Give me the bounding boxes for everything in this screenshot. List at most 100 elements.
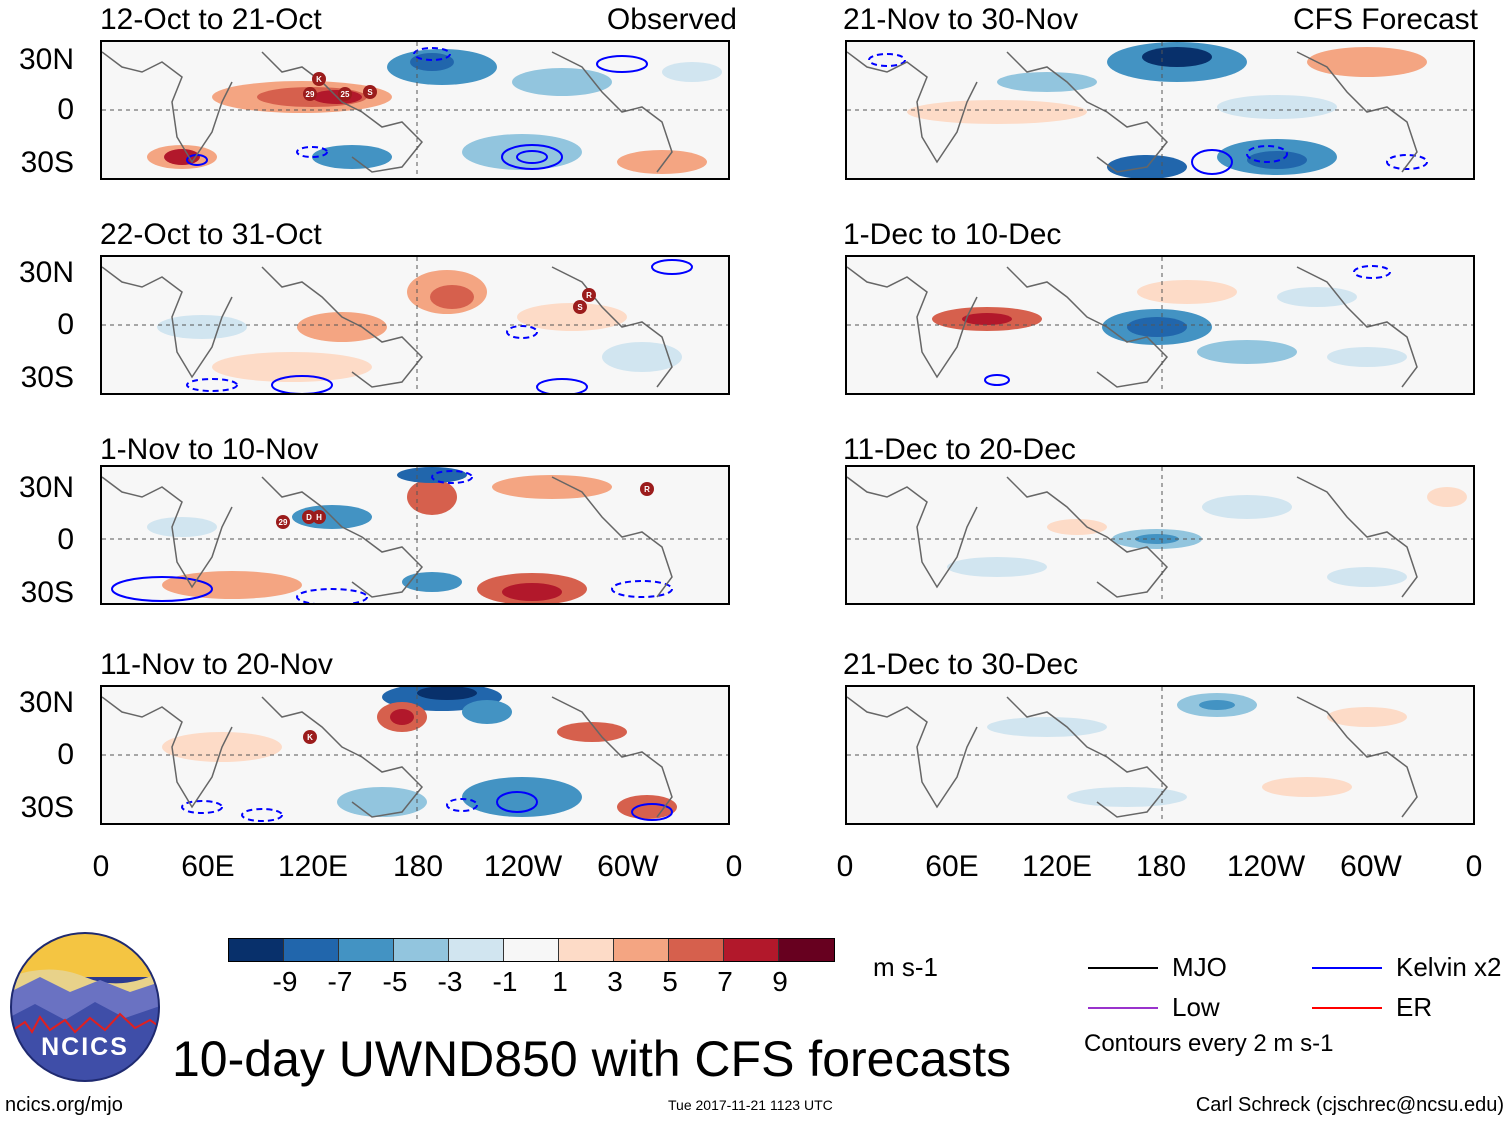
lat-label: 0 [57, 93, 74, 126]
lat-label: 30N [18, 471, 74, 504]
map-panel-obs-3: 29 D H R [100, 465, 730, 605]
footer-author[interactable]: Carl Schreck (cjschrec@ncsu.edu) [1195, 1094, 1504, 1116]
colorbar-swatch [229, 939, 284, 961]
panel-title: 21-Dec to 30-Dec [843, 648, 1079, 681]
storm-markers: K [303, 730, 317, 744]
lon-label: 60W [597, 850, 659, 883]
lat-label: 30S [20, 361, 74, 394]
legend-item-mjo: MJO [1088, 952, 1227, 983]
panel-title: 11-Nov to 20-Nov [100, 648, 333, 681]
lat-label: 30S [20, 576, 74, 609]
svg-text:29: 29 [279, 518, 288, 527]
colorbar-tick: 7 [717, 966, 733, 997]
wind-anomaly-fill [157, 270, 682, 382]
legend-item-kelvin: Kelvin x2 [1312, 952, 1502, 983]
kelvin-contours [186, 259, 693, 393]
kelvin-contours [186, 47, 648, 170]
legend-label: ER [1396, 992, 1433, 1022]
colorbar-swatch [504, 939, 559, 961]
lon-label: 0 [725, 850, 743, 883]
panel-title: 12-Oct to 21-Oct [100, 3, 322, 36]
kelvin-contours [181, 791, 673, 822]
colorbar-swatch [724, 939, 779, 961]
map-panel-obs-1: K 29 25 S [100, 40, 730, 180]
colorbar-tick: 9 [772, 966, 788, 997]
observed-label: Observed [606, 3, 737, 36]
coastlines [847, 476, 1418, 598]
svg-text:R: R [586, 291, 592, 300]
colorbar [228, 938, 835, 962]
panel-title: 1-Nov to 10-Nov [100, 433, 319, 466]
contours-note: Contours every 2 m s-1 [1084, 1030, 1334, 1057]
legend-label: Kelvin x2 [1396, 952, 1502, 982]
colorbar-units: m s-1 [873, 952, 938, 982]
colorbar-swatch [449, 939, 504, 961]
svg-text:H: H [316, 513, 322, 522]
lat-label: 30S [20, 146, 74, 179]
lon-label: 0 [92, 850, 110, 883]
legend-line [1088, 1006, 1158, 1009]
colorbar-tick: 3 [607, 966, 623, 997]
legend-line [1312, 966, 1382, 969]
storm-markers: R S [573, 288, 596, 314]
lon-label: 180 [1135, 850, 1187, 883]
footer-url[interactable]: ncics.org/mjo [5, 1094, 123, 1116]
colorbar-tick: 1 [552, 966, 568, 997]
lon-label: 60E [925, 850, 979, 883]
map-panel-fc-1 [845, 40, 1475, 180]
colorbar-swatch [779, 939, 834, 961]
svg-text:R: R [644, 485, 650, 494]
lon-label: 120W [483, 850, 563, 883]
lon-label: 60E [181, 850, 235, 883]
svg-text:K: K [316, 75, 322, 84]
storm-markers: 29 D H R [276, 482, 654, 529]
legend-item-er: ER [1312, 992, 1432, 1023]
colorbar-swatch [284, 939, 339, 961]
legend-item-low: Low [1088, 992, 1220, 1023]
lon-label: 60W [1340, 850, 1402, 883]
footer-timestamp: Tue 2017-11-21 1123 UTC [668, 1097, 833, 1113]
svg-text:25: 25 [341, 90, 350, 99]
lat-label: 30N [18, 256, 74, 289]
lon-label: 120W [1226, 850, 1306, 883]
colorbar-tick: -5 [382, 966, 408, 997]
lon-label: 0 [836, 850, 854, 883]
lat-label: 0 [57, 308, 74, 341]
colorbar-tick: -9 [272, 966, 298, 997]
panel-title: 1-Dec to 10-Dec [843, 218, 1062, 251]
logo-text: NCICS [41, 1033, 129, 1061]
forecast-label: CFS Forecast [1292, 3, 1478, 36]
map-panel-obs-4: K [100, 685, 730, 825]
panel-title: 11-Dec to 20-Dec [843, 433, 1076, 466]
svg-text:29: 29 [306, 90, 315, 99]
colorbar-swatch [559, 939, 614, 961]
colorbar-tick: 5 [662, 966, 678, 997]
wind-anomaly-fill [947, 487, 1467, 587]
coastlines [102, 476, 673, 598]
map-panel-fc-4 [845, 685, 1475, 825]
colorbar-swatch [394, 939, 449, 961]
legend-line [1088, 966, 1158, 969]
colorbar-swatch [614, 939, 669, 961]
map-panel-obs-2: R S [100, 255, 730, 395]
map-panel-fc-3 [845, 465, 1475, 605]
colorbar-tick: -7 [327, 966, 353, 997]
storm-markers: K 29 25 S [303, 72, 377, 101]
main-title: 10-day UWND850 with CFS forecasts [172, 1031, 1012, 1087]
svg-text:S: S [577, 303, 583, 312]
lat-label: 0 [57, 523, 74, 556]
ncics-logo[interactable]: NCICS [10, 932, 160, 1082]
lon-label: 120E [277, 850, 349, 883]
legend-line [1312, 1006, 1382, 1009]
lat-label: 0 [57, 738, 74, 771]
kelvin-contours [111, 470, 673, 603]
kelvin-contours [984, 265, 1391, 386]
colorbar-swatch [669, 939, 724, 961]
lon-label: 0 [1465, 850, 1483, 883]
legend-label: MJO [1172, 952, 1227, 982]
kelvin-contours [868, 53, 1428, 175]
wind-anomaly-fill [932, 280, 1407, 367]
lat-label: 30S [20, 791, 74, 824]
colorbar-tick: -1 [492, 966, 518, 997]
map-panel-fc-2 [845, 255, 1475, 395]
